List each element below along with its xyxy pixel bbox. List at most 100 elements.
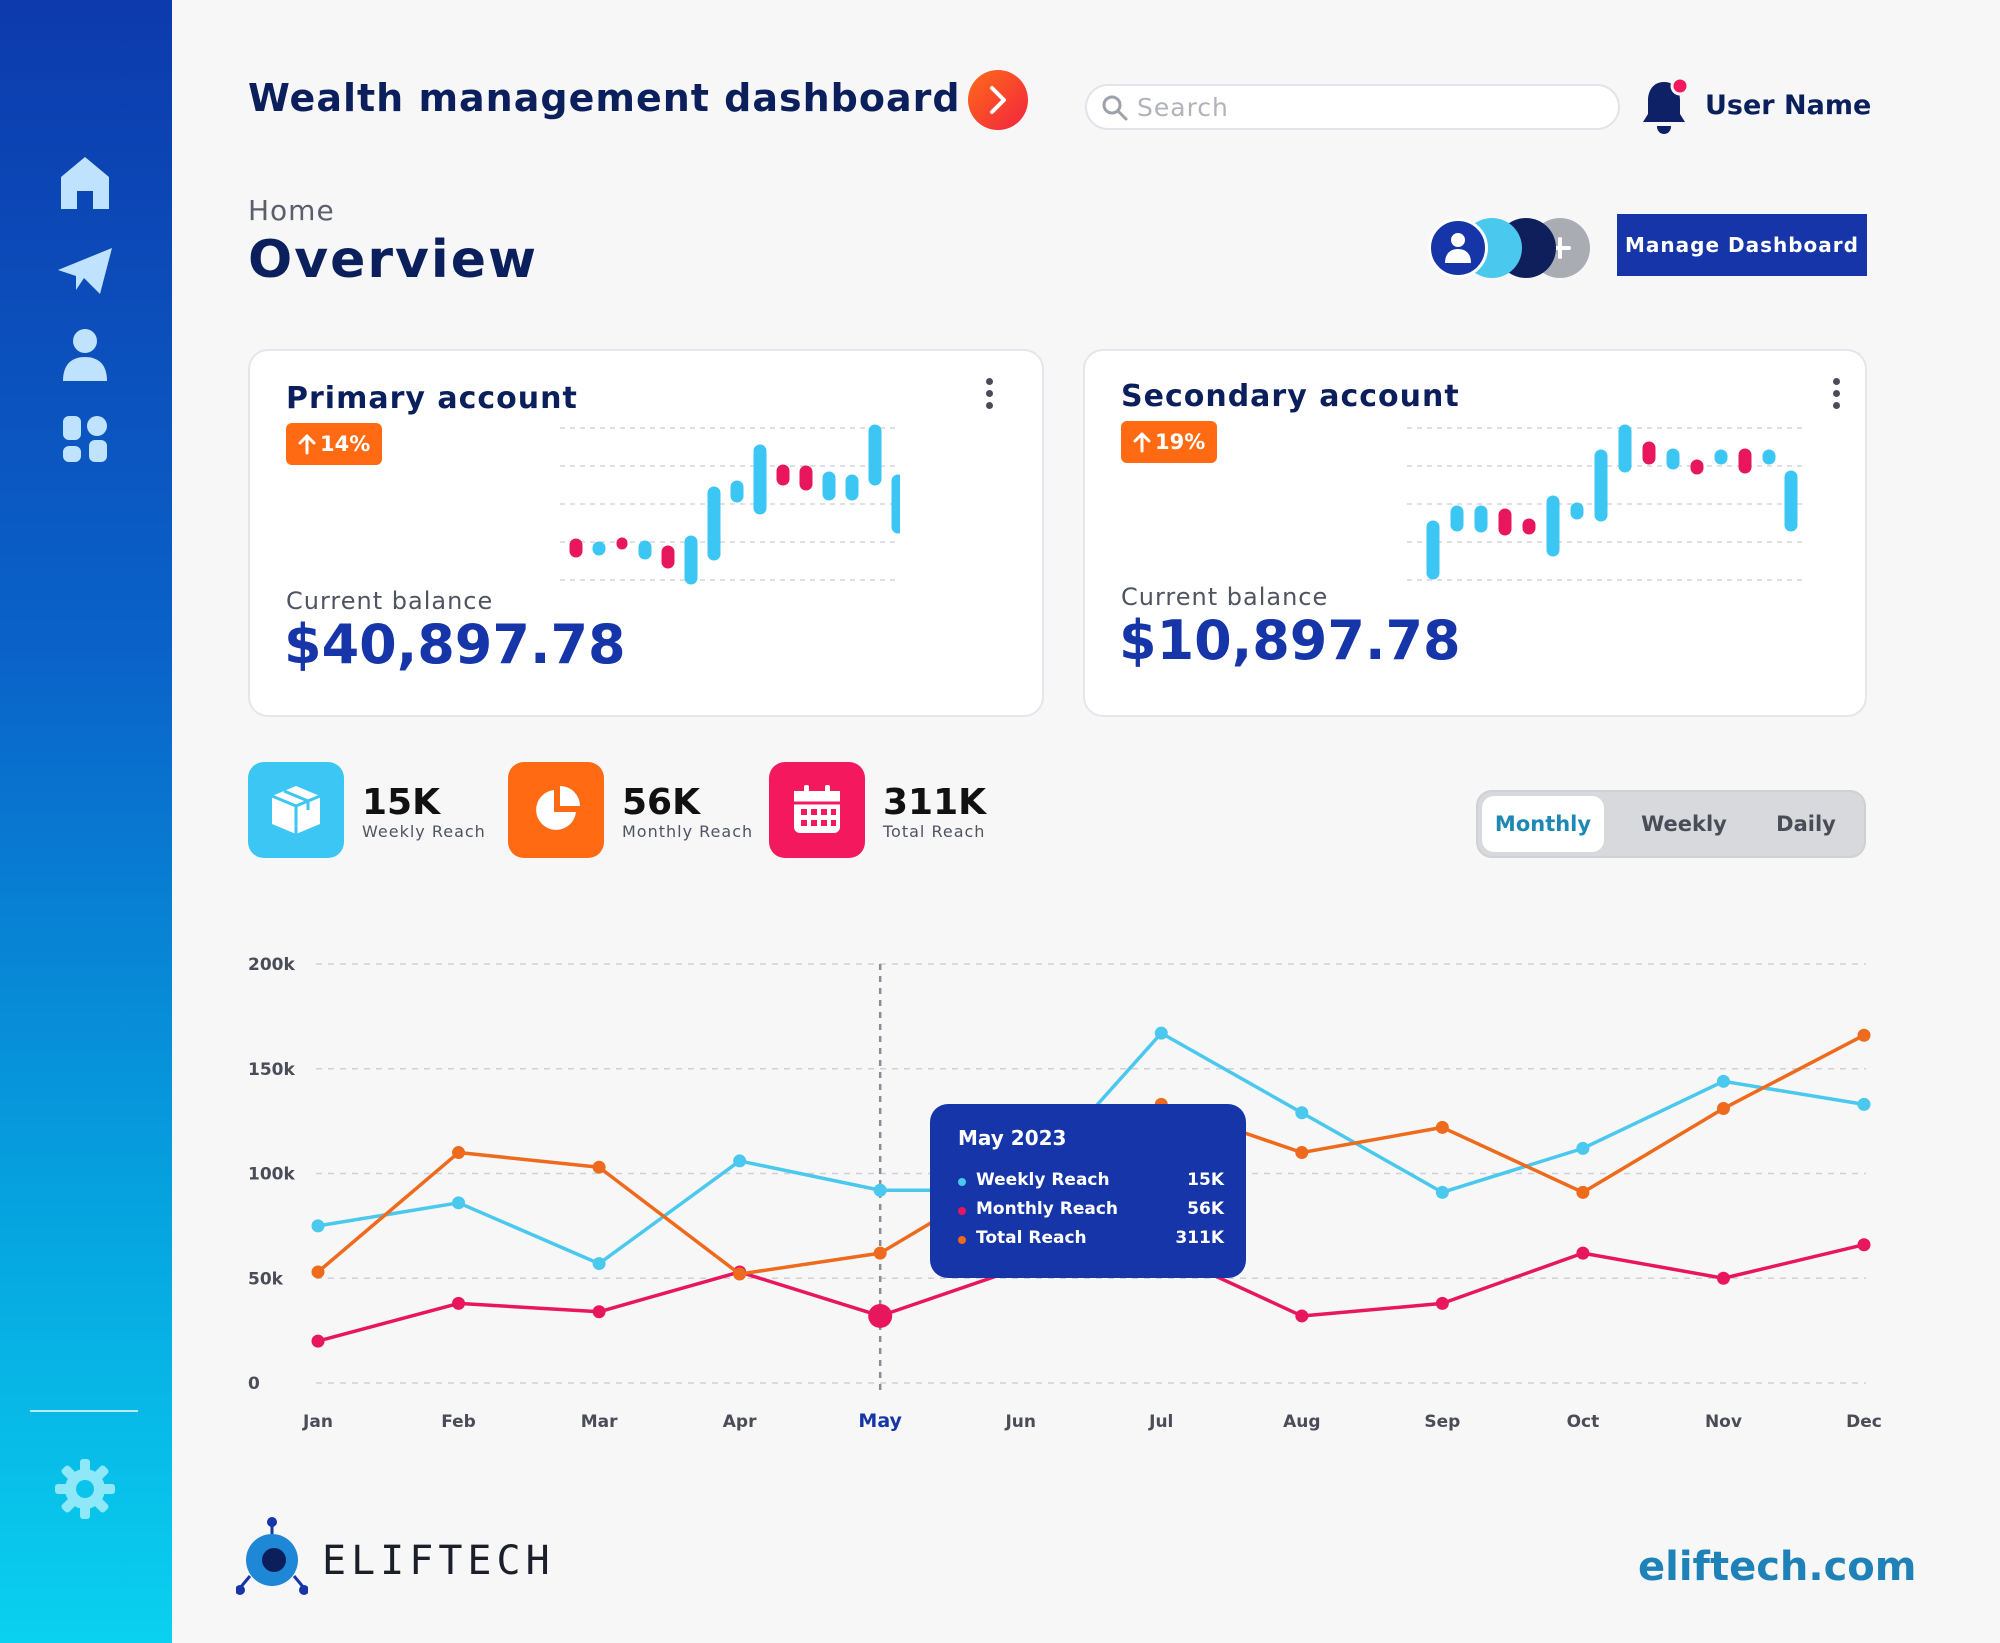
send-icon[interactable] — [52, 238, 118, 304]
balance-label: Current balance — [286, 587, 494, 615]
balance-label: Current balance — [1121, 583, 1329, 611]
data-point — [1154, 1026, 1168, 1040]
y-tick-label: 0 — [248, 1374, 260, 1394]
tooltip-row: Weekly Reach 15K — [958, 1170, 1228, 1194]
user-name[interactable]: User Name — [1705, 90, 1872, 121]
page-title: Overview — [248, 230, 539, 290]
breadcrumb[interactable]: Home — [248, 194, 335, 227]
stat-value: 311K — [883, 782, 987, 823]
change-badge: 19% — [1121, 421, 1218, 463]
more-options-icon[interactable] — [974, 373, 1004, 413]
home-icon[interactable] — [52, 150, 118, 216]
data-point — [873, 1246, 887, 1260]
data-point — [873, 1183, 887, 1197]
x-tick-label: Feb — [441, 1412, 476, 1432]
legend-dot — [958, 1236, 966, 1244]
legend-dot — [958, 1207, 966, 1215]
data-point — [1857, 1028, 1871, 1042]
data-point — [1435, 1120, 1449, 1134]
data-point — [1857, 1097, 1871, 1111]
x-tick-label: Jul — [1148, 1412, 1173, 1432]
tooltip-series-value: 311K — [1175, 1228, 1224, 1248]
data-point — [1576, 1185, 1590, 1199]
x-tick-label: Sep — [1424, 1412, 1460, 1432]
search-input[interactable] — [1137, 92, 1607, 122]
avatar[interactable] — [1428, 218, 1488, 278]
tooltip-series-value: 15K — [1187, 1170, 1224, 1190]
data-point — [733, 1154, 747, 1168]
data-point — [1716, 1271, 1730, 1285]
data-point — [311, 1334, 325, 1348]
balance-value: $10,897.78 — [1119, 609, 1461, 672]
gear-icon[interactable] — [52, 1456, 118, 1522]
user-icon — [1445, 233, 1471, 263]
arrow-up-icon — [1133, 432, 1151, 453]
tooltip-title: May 2023 — [958, 1126, 1067, 1150]
stat-weekly-reach: 15K Weekly Reach — [248, 762, 485, 858]
data-point — [1295, 1106, 1309, 1120]
period-weekly[interactable]: Weekly — [1641, 812, 1727, 836]
stat-label: Weekly Reach — [362, 822, 486, 841]
data-point — [452, 1196, 466, 1210]
legend-dot — [958, 1178, 966, 1186]
search-box — [1085, 84, 1620, 130]
tooltip-series-name: Monthly Reach — [976, 1199, 1119, 1219]
data-point — [1857, 1238, 1871, 1252]
chart-tooltip: May 2023 Weekly Reach 15K Monthly Reach … — [930, 1104, 1246, 1278]
forward-button[interactable] — [968, 70, 1028, 130]
tooltip-series-name: Weekly Reach — [976, 1170, 1110, 1190]
x-tick-label: Apr — [723, 1412, 757, 1432]
stat-value: 15K — [362, 782, 440, 823]
data-point — [592, 1257, 606, 1271]
data-point — [592, 1160, 606, 1174]
dashboard-title: Wealth management dashboard — [248, 76, 961, 120]
tooltip-row: Total Reach 311K — [958, 1228, 1228, 1252]
y-tick-label: 100k — [248, 1165, 295, 1185]
data-point — [1295, 1146, 1309, 1160]
chevron-right-icon — [990, 86, 1006, 114]
stat-label: Total Reach — [883, 822, 986, 841]
y-tick-label: 200k — [248, 955, 295, 975]
data-point — [311, 1265, 325, 1279]
secondary-account-card: Secondary account 19% Current balan — [1083, 349, 1867, 717]
user-icon[interactable] — [52, 322, 118, 388]
tooltip-series-value: 56K — [1187, 1199, 1224, 1219]
stat-total-reach: 311K Total Reach — [769, 762, 999, 858]
apps-icon[interactable] — [52, 406, 118, 472]
primary-account-card: Primary account 14% Current balance $40, — [248, 349, 1044, 717]
calendar-icon — [769, 762, 865, 858]
x-tick-label: May — [858, 1410, 902, 1432]
data-point — [1576, 1246, 1590, 1260]
more-options-icon[interactable] — [1821, 373, 1851, 413]
y-tick-label: 150k — [248, 1060, 295, 1080]
x-tick-label: Nov — [1705, 1412, 1742, 1432]
box-icon — [248, 762, 344, 858]
data-point — [1295, 1309, 1309, 1323]
change-value: 19% — [1155, 430, 1206, 454]
sidebar-divider — [30, 1410, 138, 1412]
data-point — [1716, 1074, 1730, 1088]
bell-icon[interactable] — [1640, 76, 1692, 142]
site-link[interactable]: eliftech.com — [1638, 1544, 1917, 1590]
data-point — [452, 1296, 466, 1310]
manage-dashboard-button[interactable]: Manage Dashboard — [1617, 214, 1867, 276]
search-icon — [1102, 95, 1128, 121]
data-point — [868, 1303, 893, 1328]
eliftech-logo-icon — [236, 1517, 308, 1595]
tooltip-series-name: Total Reach — [976, 1228, 1087, 1248]
account-title: Secondary account — [1121, 379, 1460, 414]
period-daily[interactable]: Daily — [1776, 812, 1836, 836]
account-title: Primary account — [286, 381, 578, 416]
x-tick-label: Aug — [1283, 1412, 1320, 1432]
x-tick-label: Mar — [581, 1412, 618, 1432]
pie-chart-icon — [508, 762, 604, 858]
data-point — [1435, 1185, 1449, 1199]
period-monthly[interactable]: Monthly — [1482, 796, 1604, 852]
stat-value: 56K — [622, 782, 700, 823]
stat-monthly-reach: 56K Monthly Reach — [508, 762, 752, 858]
data-point — [452, 1146, 466, 1160]
data-point — [1716, 1102, 1730, 1116]
x-tick-label: Jun — [1004, 1412, 1036, 1432]
x-tick-label: Oct — [1567, 1412, 1600, 1432]
data-point — [1435, 1296, 1449, 1310]
